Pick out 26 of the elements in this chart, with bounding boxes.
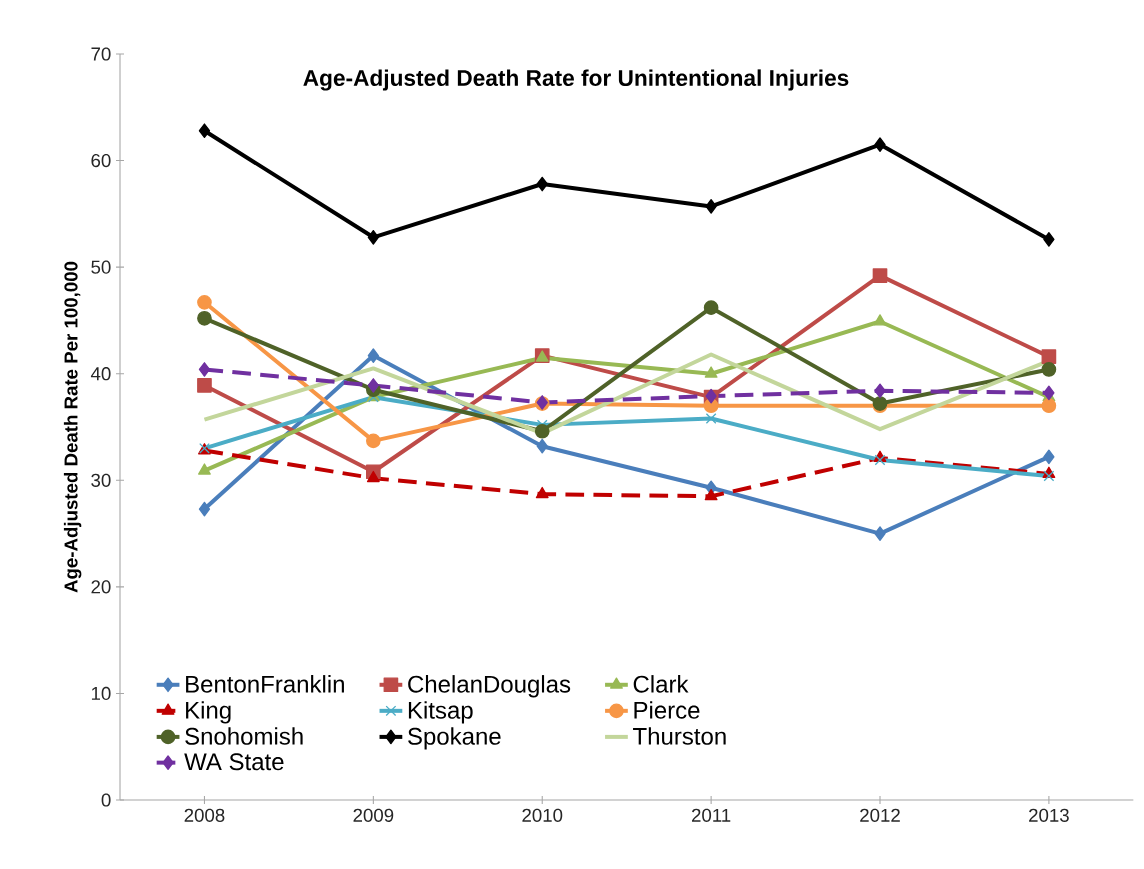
y-tick-label: 50 [91,260,111,274]
y-tick-label: 30 [91,473,111,487]
legend-label: Pierce [634,701,700,719]
legend-label: Clark [633,675,689,693]
y-tick-label: 0 [101,793,111,807]
legend-label: Snohomish [185,727,303,745]
y-tick-label: 60 [91,153,111,168]
legend-label: King [186,701,231,724]
x-tick-label: 2013 [1029,808,1069,822]
legend-label: Spokane [408,727,501,750]
legend-label: Kitsap [408,701,473,724]
x-tick-label: 2011 [691,808,731,822]
x-tick-label: 2012 [860,808,900,822]
text: Age-Adjusted Death Rate for Unintentional Injuries [303,69,849,91]
x-tick-label: 2009 [353,808,394,822]
legend-label: Thurston [633,727,726,745]
legend-label: ChelanDouglas [408,675,571,698]
y-axis-title: Age-Adjusted Death Rate Per 100,000 [63,261,82,593]
y-tick-label: 10 [91,686,111,701]
y-tick-label: 40 [90,367,111,381]
y-tick-label: 20 [91,580,111,594]
legend-label: WA State [184,753,284,771]
x-tick-label: 2008 [184,808,225,822]
x-tick-label: 2010 [522,808,563,822]
legend-label: BentonFranklin [186,675,344,693]
y-tick-label: 70 [91,47,111,61]
